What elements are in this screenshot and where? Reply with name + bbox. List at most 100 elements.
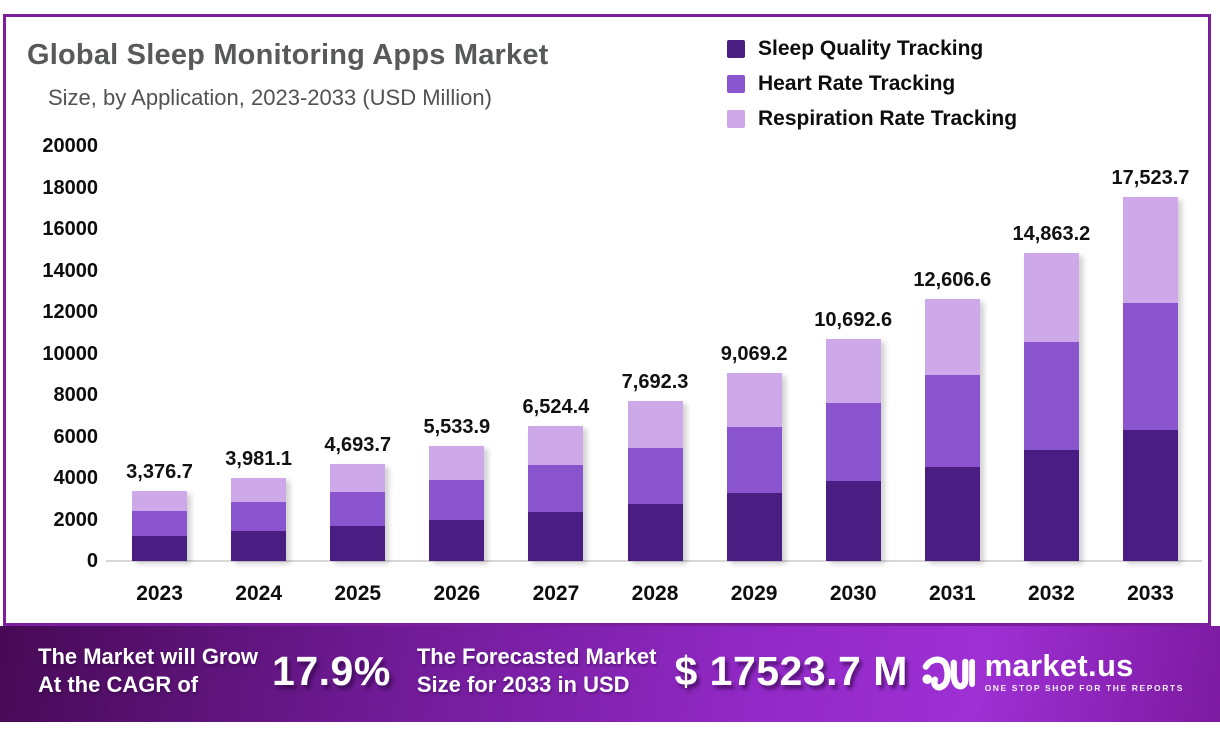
bar-segment bbox=[132, 491, 188, 512]
legend-swatch-icon bbox=[727, 40, 745, 58]
bar-total-label: 17,523.7 bbox=[1111, 167, 1190, 190]
stacked-bar bbox=[429, 446, 485, 561]
bar-segment bbox=[231, 502, 287, 532]
x-tick-label: 2031 bbox=[928, 582, 976, 605]
bar-segment bbox=[330, 463, 386, 492]
bar-group: 3,376.7 bbox=[110, 461, 209, 561]
bar-segment bbox=[1023, 342, 1079, 450]
bar-total-label: 9,069.2 bbox=[720, 342, 788, 365]
bar-segment bbox=[627, 447, 683, 504]
x-tick-label: 2033 bbox=[1127, 582, 1174, 605]
bar-segment bbox=[1122, 302, 1178, 431]
bar-segment bbox=[132, 511, 188, 536]
y-tick-label: 20000 bbox=[42, 135, 98, 157]
bar-segment bbox=[429, 479, 485, 520]
y-tick-label: 4000 bbox=[53, 467, 99, 489]
bar-segment bbox=[825, 481, 881, 561]
forecast-caption-line1: The Forecasted Market bbox=[416, 644, 657, 670]
stacked-bar bbox=[132, 491, 188, 561]
bar-segment bbox=[330, 491, 386, 526]
bar-group: 6,524.4 bbox=[506, 396, 605, 561]
x-tick-label: 2023 bbox=[136, 582, 183, 605]
page-subtitle: Size, by Application, 2023-2033 (USD Mil… bbox=[48, 85, 492, 110]
stacked-bar bbox=[825, 339, 881, 561]
stacked-bar bbox=[231, 478, 287, 561]
forecast-value: $ 17523.7 M bbox=[674, 647, 908, 694]
bar-segment bbox=[825, 339, 881, 404]
stacked-bar bbox=[330, 463, 386, 561]
bar-total-label: 3,376.7 bbox=[126, 461, 193, 484]
bar-segment bbox=[231, 478, 287, 503]
bar-group: 4,693.7 bbox=[308, 434, 407, 561]
legend-label: Heart Rate Tracking bbox=[758, 72, 956, 95]
bar-segment bbox=[330, 525, 386, 561]
bar-segment bbox=[1023, 450, 1079, 561]
legend: Sleep Quality Tracking Heart Rate Trackin… bbox=[727, 37, 1017, 131]
bar-segment bbox=[627, 401, 683, 448]
y-tick-label: 14000 bbox=[42, 259, 98, 282]
bar-segment bbox=[429, 446, 485, 480]
legend-swatch-icon bbox=[727, 110, 745, 128]
bar-segment bbox=[627, 503, 683, 561]
y-tick-label: 8000 bbox=[53, 384, 99, 406]
stacked-bar bbox=[726, 372, 782, 561]
page-title: Global Sleep Monitoring Apps Market bbox=[27, 39, 549, 71]
bar-segment bbox=[429, 519, 485, 561]
bar-segment bbox=[825, 403, 881, 482]
bar-total-label: 7,692.3 bbox=[621, 371, 689, 394]
bar-group: 5,533.9 bbox=[407, 416, 506, 561]
x-tick-label: 2032 bbox=[1028, 582, 1075, 605]
bar-total-label: 14,863.2 bbox=[1012, 222, 1091, 245]
y-tick-label: 6000 bbox=[53, 425, 99, 448]
bar-total-label: 12,606.6 bbox=[913, 269, 992, 292]
y-tick-label: 18000 bbox=[42, 176, 98, 199]
market-us-logo: market.us ONE STOP SHOP FOR THE REPORTS bbox=[921, 648, 1184, 694]
legend-label: Sleep Quality Tracking bbox=[758, 37, 984, 60]
bar-group: 9,069.2 bbox=[705, 343, 804, 561]
x-tick-label: 2029 bbox=[730, 582, 778, 605]
y-tick-label: 0 bbox=[86, 550, 98, 572]
brand-tagline: ONE STOP SHOP FOR THE REPORTS bbox=[984, 682, 1184, 693]
y-tick-label: 2000 bbox=[53, 508, 99, 531]
legend-item: Sleep Quality Tracking bbox=[727, 37, 1017, 61]
chart-card: Global Sleep Monitoring Apps Market Size… bbox=[3, 14, 1211, 626]
x-axis-baseline bbox=[106, 560, 1202, 562]
bar-total-label: 4,693.7 bbox=[324, 433, 392, 456]
bar-group: 7,692.3 bbox=[605, 371, 704, 561]
y-tick-label: 10000 bbox=[42, 342, 98, 365]
stacked-bar bbox=[627, 401, 683, 561]
cagr-caption-line2: At the CAGR of bbox=[38, 672, 199, 697]
forecast-caption-line2: Size for 2033 in USD bbox=[416, 672, 630, 697]
bar-segment bbox=[528, 425, 584, 465]
stacked-bar-chart: 0 2000 4000 6000 8000 10000 12000 14000 16000 180… bbox=[6, 135, 1220, 605]
forecast-caption: The Forecasted Market Size for 2033 in U… bbox=[417, 643, 657, 699]
bar-segment bbox=[924, 466, 980, 561]
x-tick-label: 2030 bbox=[829, 582, 877, 605]
market-us-logo-icon bbox=[922, 656, 975, 691]
bar-segment bbox=[1122, 430, 1178, 561]
market-us-wordmark: market.us ONE STOP SHOP FOR THE REPORTS bbox=[985, 650, 1184, 693]
bar-total-label: 3,981.1 bbox=[225, 448, 292, 471]
legend-item: Respiration Rate Tracking bbox=[727, 107, 1017, 131]
stacked-bar bbox=[1023, 252, 1079, 561]
bar-segment bbox=[132, 535, 188, 561]
cagr-value: 17.9% bbox=[272, 647, 391, 694]
bar-total-label: 6,524.4 bbox=[522, 395, 590, 418]
bar-total-label: 5,533.9 bbox=[423, 416, 491, 439]
y-tick-label: 12000 bbox=[42, 301, 98, 323]
bar-segment bbox=[528, 464, 584, 513]
bar-total-label: 10,692.6 bbox=[814, 309, 893, 332]
y-tick-label: 16000 bbox=[42, 218, 98, 240]
bars-area: 3,376.7 3,981.1 4,693.7 5,533.9 6,524.4 7,692… bbox=[110, 146, 1200, 561]
bar-segment bbox=[231, 531, 287, 561]
footer-banner-content: The Market will Grow At the CAGR of 17.9… bbox=[0, 626, 1220, 722]
bar-segment bbox=[726, 427, 782, 494]
x-tick-label: 2028 bbox=[631, 582, 679, 605]
bar-segment bbox=[528, 512, 584, 561]
cagr-caption-line1: The Market will Grow bbox=[38, 644, 259, 670]
x-axis-labels: 2023 2024 2025 2026 2027 2028 2029 2030 2031 2032… bbox=[110, 582, 1200, 606]
x-tick-label: 2024 bbox=[235, 582, 282, 605]
bar-segment bbox=[1023, 252, 1079, 343]
x-tick-label: 2026 bbox=[433, 582, 481, 605]
y-axis: 0 2000 4000 6000 8000 10000 12000 14000 16000 180… bbox=[6, 135, 99, 572]
